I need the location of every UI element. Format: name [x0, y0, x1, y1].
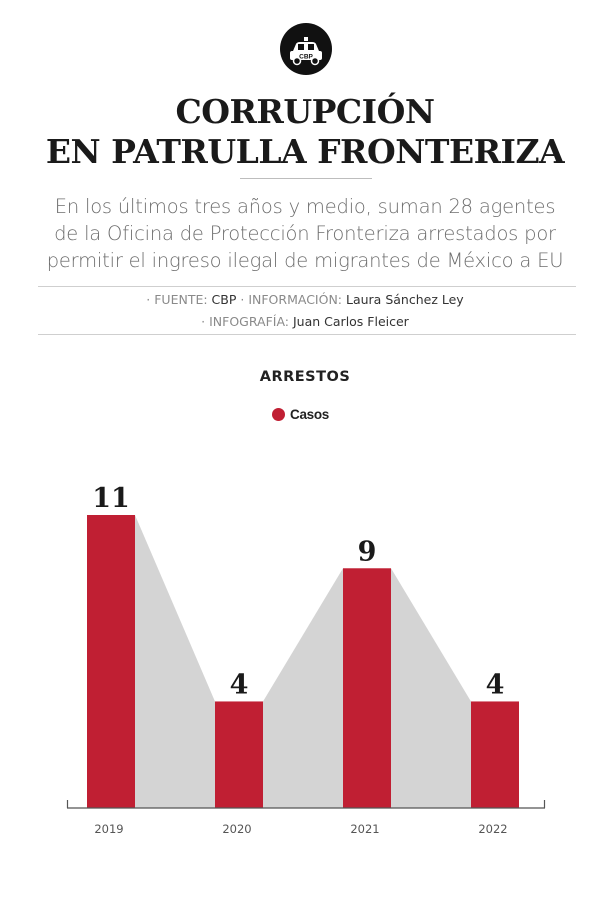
title-divider: [240, 178, 372, 179]
informacion-value: Laura Sánchez Ley: [346, 292, 464, 307]
bar-value-label-2019: 11: [92, 483, 130, 514]
infografia-label: · INFOGRAFÍA:: [201, 314, 290, 329]
bar-2022: [471, 701, 519, 808]
infografia-value: Juan Carlos Fleicer: [293, 314, 409, 329]
informacion-label: · INFORMACIÓN:: [240, 292, 343, 307]
chart-legend: Casos: [272, 405, 329, 423]
x-tick-label-2020: 2020: [222, 822, 251, 836]
credits-line-2: · INFOGRAFÍA: Juan Carlos Fleicer: [0, 313, 610, 331]
title-line-2: EN PATRULLA FRONTERIZA: [45, 132, 565, 171]
connector-area-2020-2021: [263, 568, 343, 808]
connector-area-2021-2022: [391, 568, 471, 808]
connector-area-2019-2020: [135, 515, 215, 808]
credits-top-rule: [38, 286, 576, 287]
credits-line-1: · FUENTE: CBP · INFORMACIÓN: Laura Sánch…: [0, 291, 610, 309]
legend-label-casos: Casos: [290, 406, 330, 422]
x-tick-label-2021: 2021: [350, 822, 379, 836]
cbp-vehicle-logo-icon: CBP: [280, 23, 332, 75]
bar-value-label-2022: 4: [486, 669, 505, 700]
subtitle-line-3: permitir el ingreso ilegal de migrantes …: [46, 249, 564, 272]
fuente-label: · FUENTE:: [146, 292, 208, 307]
credits-bottom-rule: [38, 334, 576, 335]
chart-title: ARRESTOS: [259, 369, 351, 385]
bar-2021: [343, 568, 391, 808]
bar-value-label-2021: 9: [358, 536, 377, 567]
x-tick-label-2022: 2022: [478, 822, 507, 836]
x-tick-label-2019: 2019: [94, 822, 123, 836]
bar-value-label-2020: 4: [230, 669, 249, 700]
subtitle-line-1: En los últimos tres años y medio, suman …: [54, 195, 556, 218]
svg-text:CBP: CBP: [299, 54, 313, 61]
title-line-1: CORRUPCIÓN: [175, 92, 435, 131]
bar-2020: [215, 701, 263, 808]
subtitle-line-2: de la Oficina de Protección Fronteriza a…: [54, 222, 556, 245]
fuente-value: CBP: [211, 292, 237, 307]
legend-swatch-casos: [272, 407, 285, 421]
bar-2019: [87, 515, 135, 808]
